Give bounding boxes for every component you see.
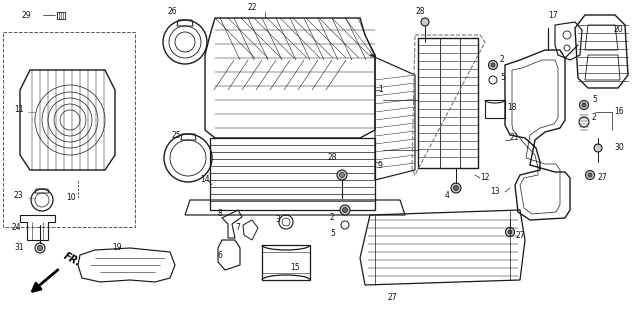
Text: 25: 25 — [172, 131, 182, 139]
Text: 18: 18 — [507, 104, 516, 112]
Text: 1: 1 — [378, 86, 383, 94]
Text: 30: 30 — [614, 143, 624, 153]
Text: 10: 10 — [66, 193, 76, 203]
Circle shape — [586, 171, 595, 179]
Text: 23: 23 — [14, 191, 24, 199]
Circle shape — [582, 103, 586, 107]
Circle shape — [588, 173, 592, 177]
Text: 4: 4 — [445, 191, 450, 199]
Text: 2: 2 — [500, 56, 505, 64]
Text: 9: 9 — [378, 161, 383, 169]
Text: 8: 8 — [218, 209, 223, 217]
Circle shape — [454, 185, 458, 191]
Circle shape — [579, 100, 589, 110]
Text: 17: 17 — [548, 10, 557, 20]
Text: 16: 16 — [614, 107, 623, 117]
Circle shape — [451, 183, 461, 193]
Text: 11: 11 — [14, 106, 24, 114]
Text: 24: 24 — [12, 223, 22, 233]
Circle shape — [339, 173, 344, 178]
Text: 19: 19 — [112, 244, 122, 252]
Text: FR.: FR. — [62, 251, 83, 268]
Circle shape — [594, 144, 602, 152]
Circle shape — [508, 230, 512, 234]
Text: 2: 2 — [592, 113, 596, 123]
Text: 5: 5 — [330, 228, 335, 238]
Text: 20: 20 — [614, 26, 623, 34]
Circle shape — [488, 60, 497, 70]
Text: 13: 13 — [490, 187, 500, 197]
Circle shape — [337, 170, 347, 180]
Text: 7: 7 — [235, 223, 240, 233]
Text: 26: 26 — [168, 8, 178, 16]
Bar — [3, 32, 135, 227]
Circle shape — [491, 63, 495, 67]
Circle shape — [342, 208, 348, 212]
Text: 27: 27 — [515, 230, 525, 240]
Text: 27: 27 — [598, 173, 607, 183]
Text: 12: 12 — [480, 173, 490, 183]
Circle shape — [421, 18, 429, 26]
Circle shape — [35, 243, 45, 253]
Circle shape — [38, 246, 42, 251]
Text: 6: 6 — [218, 251, 223, 259]
Text: 29: 29 — [22, 11, 31, 21]
Text: 3: 3 — [275, 216, 280, 224]
Text: 15: 15 — [290, 264, 300, 272]
Text: 5: 5 — [592, 95, 597, 105]
Text: 2: 2 — [330, 214, 335, 222]
Text: 5: 5 — [500, 74, 505, 82]
Circle shape — [340, 205, 350, 215]
Text: 27: 27 — [388, 294, 397, 302]
Text: 14: 14 — [200, 175, 210, 185]
Text: 22: 22 — [248, 3, 257, 13]
Text: 28: 28 — [415, 8, 424, 16]
Text: 21: 21 — [510, 133, 520, 143]
Text: 28: 28 — [327, 154, 337, 162]
Text: 31: 31 — [14, 244, 24, 252]
Circle shape — [506, 228, 515, 236]
